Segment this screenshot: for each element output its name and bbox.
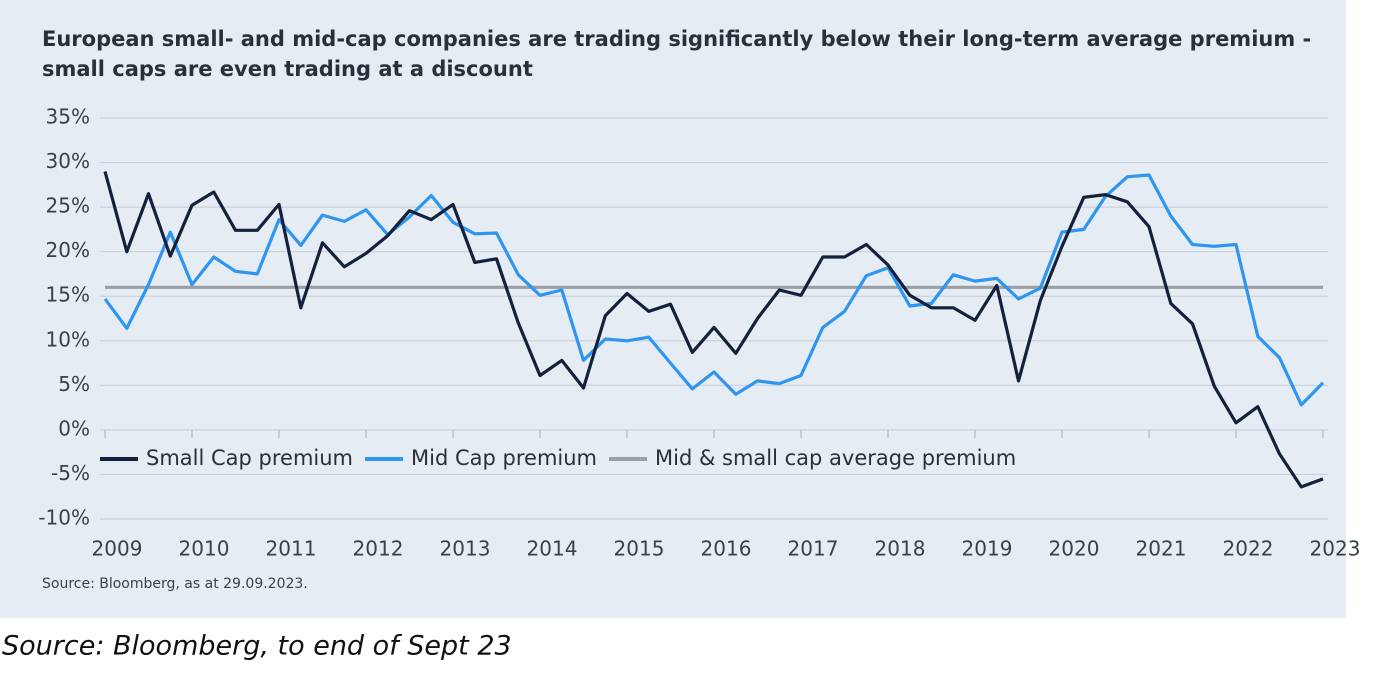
chart-title: European small- and mid-cap companies ar… xyxy=(42,27,1311,51)
series-line xyxy=(103,171,1324,489)
y-tick-label: -10% xyxy=(38,506,90,530)
y-tick-label: 25% xyxy=(46,194,90,218)
x-tick-label: 2021 xyxy=(1136,537,1187,561)
legend-label: Mid Cap premium xyxy=(411,446,597,470)
y-tick-label: 5% xyxy=(58,372,90,396)
legend-label: Mid & small cap average premium xyxy=(655,446,1016,470)
x-tick-label: 2018 xyxy=(875,537,926,561)
y-tick-label: -5% xyxy=(51,461,90,485)
series-line xyxy=(103,173,1325,407)
x-tick-label: 2022 xyxy=(1223,537,1274,561)
legend-label: Small Cap premium xyxy=(146,446,353,470)
y-tick-label: 35% xyxy=(46,105,90,129)
y-tick-label: 0% xyxy=(58,416,90,440)
x-tick-label: 2010 xyxy=(179,537,230,561)
x-tick-label: 2011 xyxy=(266,537,317,561)
x-tick-label: 2016 xyxy=(701,537,752,561)
source-note: Source: Bloomberg, as at 29.09.2023. xyxy=(42,576,308,592)
y-tick-label: 30% xyxy=(46,149,90,173)
y-tick-label: 10% xyxy=(46,327,90,351)
caption: Source: Bloomberg, to end of Sept 23 xyxy=(2,631,512,662)
y-tick-label: 15% xyxy=(46,283,90,307)
x-tick-label: 2009 xyxy=(92,537,143,561)
x-tick-label: 2012 xyxy=(353,537,404,561)
chart-title: small caps are even trading at a discoun… xyxy=(42,57,533,81)
x-tick-label: 2023 xyxy=(1310,537,1361,561)
x-tick-label: 2015 xyxy=(614,537,665,561)
x-tick-label: 2014 xyxy=(527,537,578,561)
x-tick-label: 2017 xyxy=(788,537,839,561)
x-tick-label: 2020 xyxy=(1049,537,1100,561)
y-tick-label: 20% xyxy=(46,238,90,262)
x-tick-label: 2013 xyxy=(440,537,491,561)
x-tick-label: 2019 xyxy=(962,537,1013,561)
